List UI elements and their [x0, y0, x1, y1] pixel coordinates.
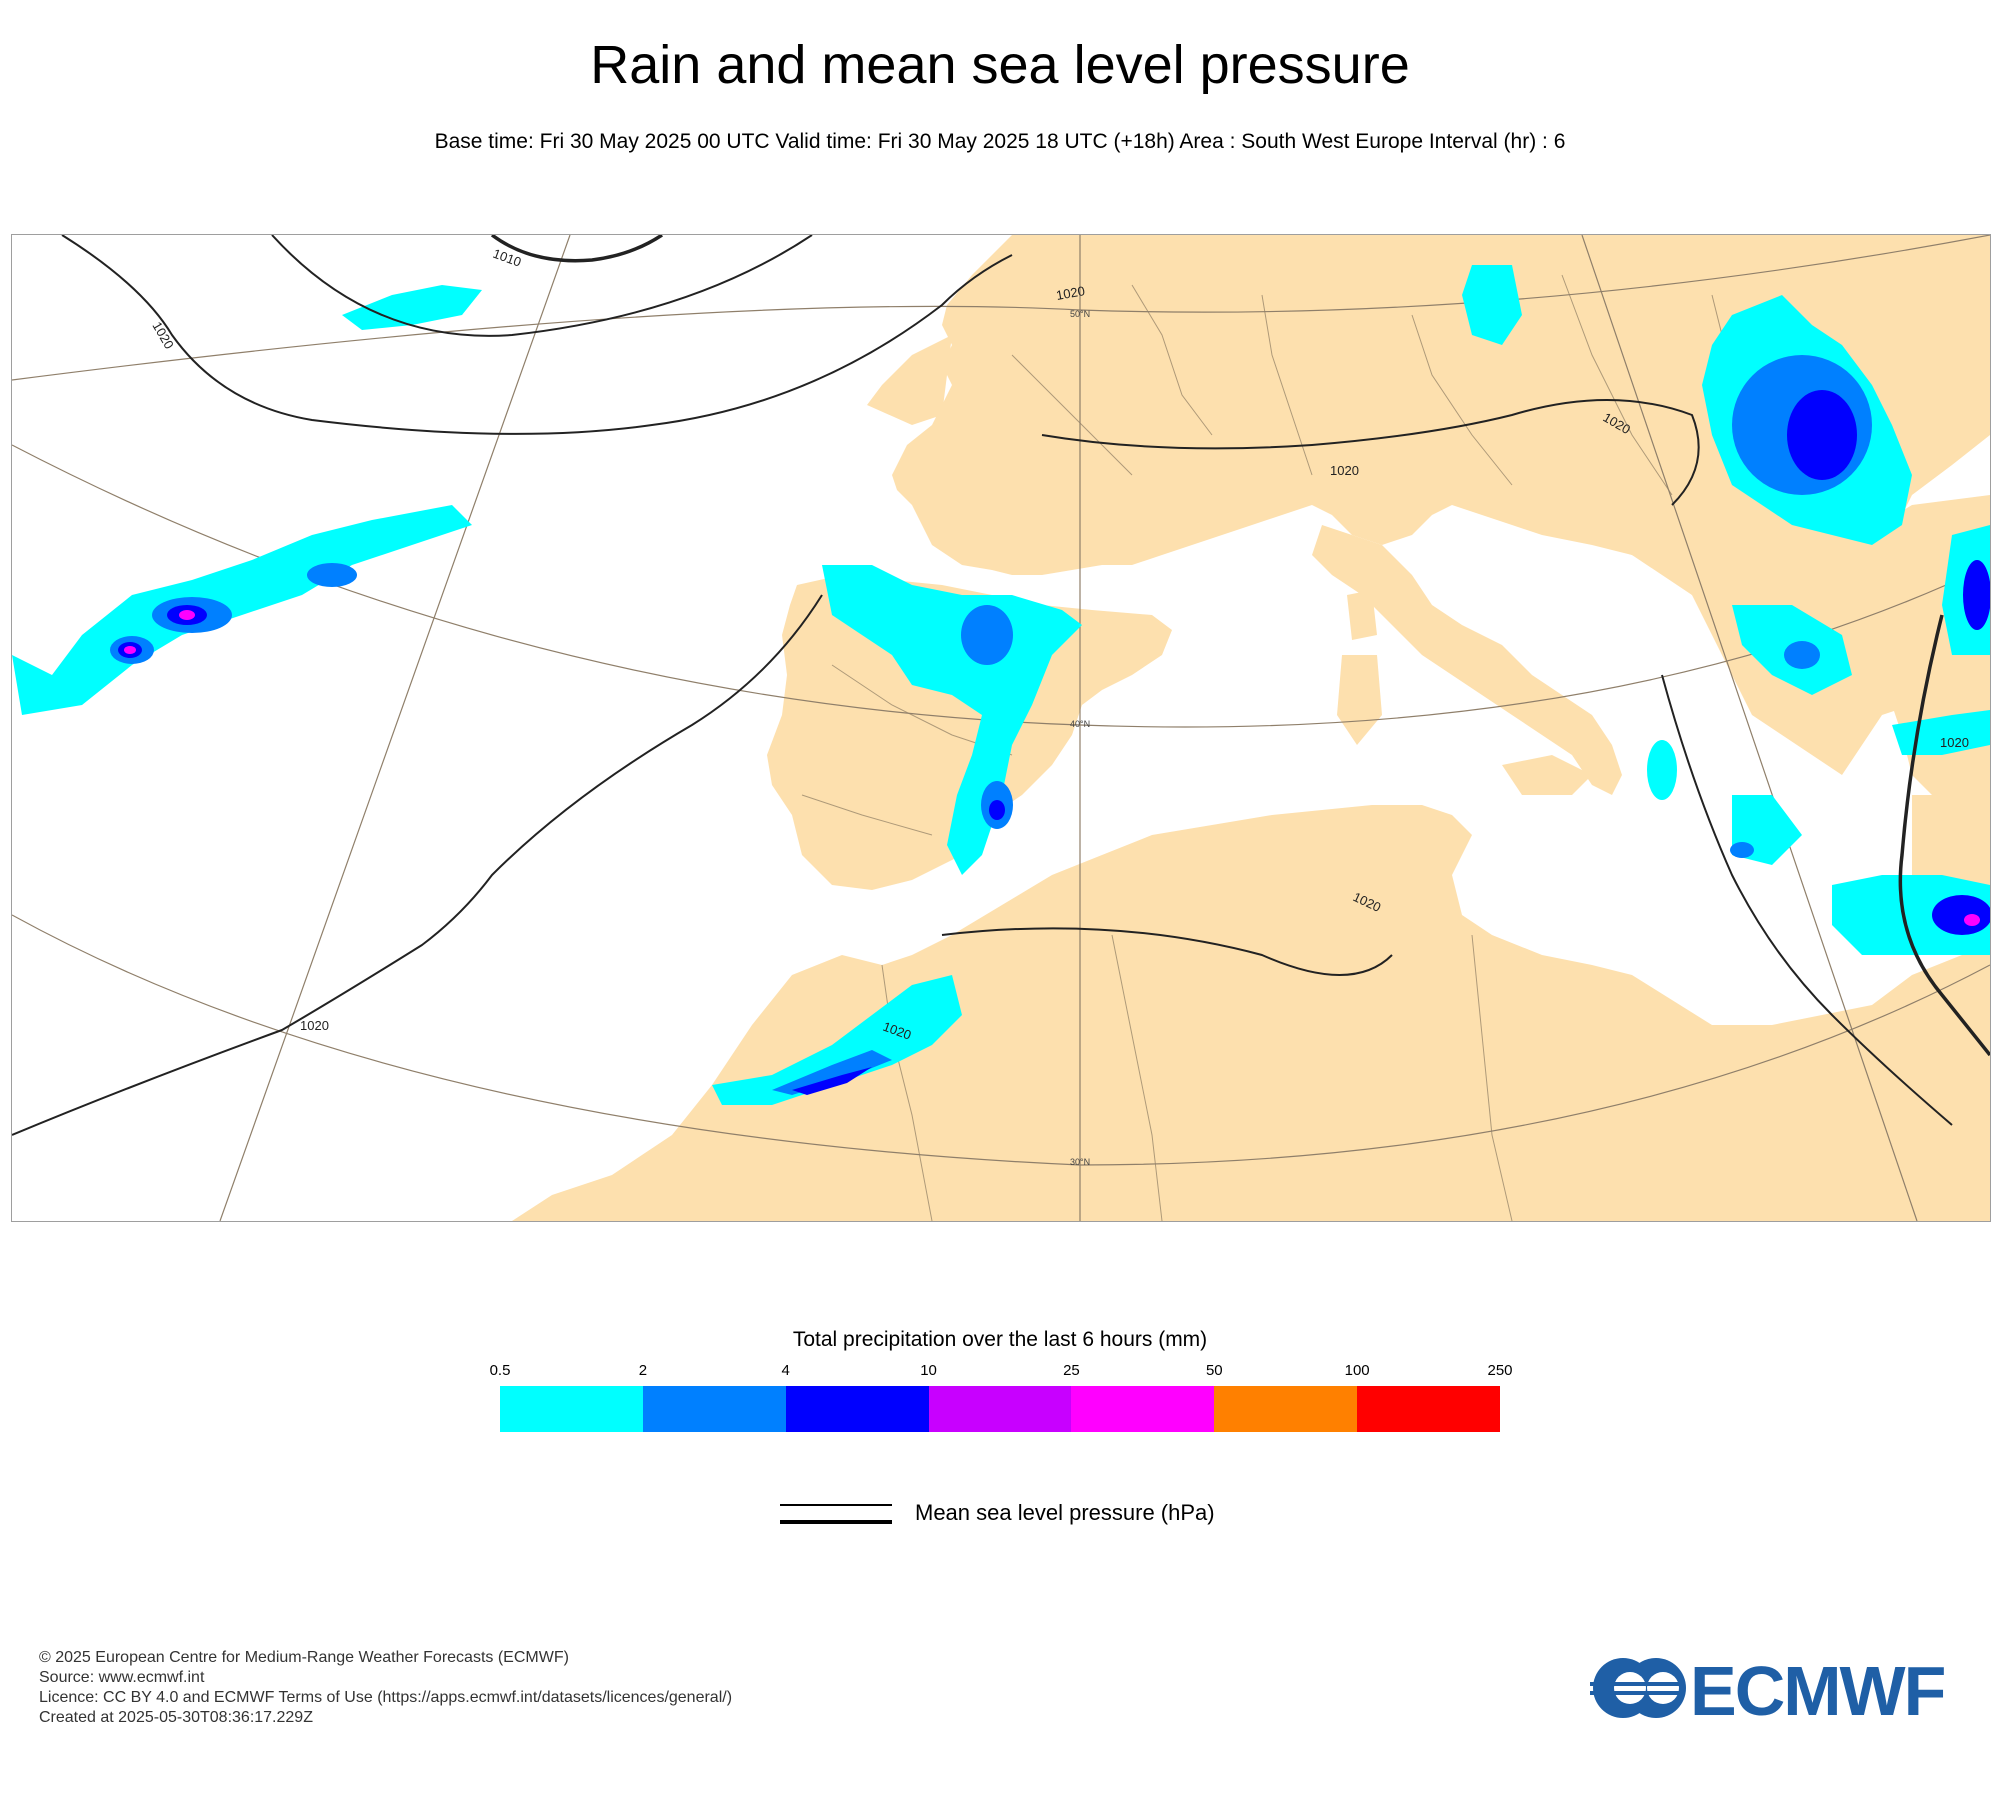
precip-italy-small: [1647, 740, 1677, 800]
land-iberia: [767, 575, 1172, 890]
land-north-africa: [512, 805, 1990, 1221]
chart-subtitle: Base time: Fri 30 May 2025 00 UTC Valid …: [434, 130, 1566, 153]
msl-line-thick: [780, 1520, 892, 1524]
colorbar-segment: [642, 1386, 786, 1432]
ecmwf-logo-text: ECMWF: [1690, 1652, 1946, 1730]
precip-eastmed-blue: [1730, 842, 1754, 858]
isobar-label-9: 1020: [1940, 735, 1969, 750]
land-sicily: [1502, 755, 1592, 795]
isobar-label-1: 1020: [149, 319, 176, 352]
precip-levant-dark: [1932, 895, 1990, 935]
tick-label: 100: [1344, 1362, 1370, 1379]
tick-label: 10: [920, 1362, 937, 1379]
colorbar-segment: [1357, 1386, 1501, 1432]
ecmwf-logo: ECMWF: [1590, 1652, 1970, 1730]
isobar-label-7: 1020: [300, 1018, 329, 1033]
precip-levant-mag: [1964, 914, 1980, 926]
isobar-label-3: 1020: [1055, 283, 1086, 303]
isobars: [12, 235, 1990, 1136]
tick-label: 50: [1205, 1362, 1223, 1379]
colorbar-ticks: 0.5 2 4 10 25 50 100 250: [490, 1362, 1513, 1382]
footer-licence: Licence: CC BY 4.0 and ECMWF Terms of Us…: [39, 1689, 733, 1706]
precip-greece-blue: [1784, 641, 1820, 669]
isobar-1020-sw: [12, 594, 823, 1136]
precip-balkans-dark: [1787, 390, 1857, 480]
precip-iberia: [822, 565, 1082, 875]
lat-label-50: 50°N: [1070, 309, 1090, 319]
isobar-1020-nw: [61, 235, 1013, 435]
isobar-east-thick: [1898, 614, 1990, 1057]
isobar-1020-africa: [941, 927, 1393, 976]
chart-title: Rain and mean sea level pressure: [590, 35, 1410, 95]
precip-levant: [1832, 875, 1990, 955]
precip-morocco-dark: [792, 1067, 872, 1095]
land-sardinia: [1337, 655, 1382, 745]
precip-atlantic-mag: [179, 610, 195, 620]
msl-line-thin: [780, 1504, 892, 1506]
tick-label: 4: [781, 1362, 790, 1379]
precip-colorbar: [500, 1386, 1501, 1432]
isobar-1020-east: [1661, 674, 1953, 1126]
colorbar-segment: [785, 1386, 929, 1432]
colorbar-segment: [928, 1386, 1072, 1432]
land-corsica: [1347, 590, 1377, 640]
isobar-1020-europe: [1041, 399, 1700, 506]
precip-iberia-dark: [989, 800, 1005, 820]
land-france: [867, 335, 952, 425]
precip-atlantic-mag2: [124, 646, 136, 654]
isobar-1010-thick: [490, 235, 663, 263]
precip-nw: [342, 285, 482, 330]
colorbar-segment: [1071, 1386, 1215, 1432]
lat-label-40: 40°N: [1070, 719, 1090, 729]
precip-aegean-dark: [1963, 560, 1990, 630]
lat-label-30: 30°N: [1070, 1157, 1090, 1167]
tick-label: 0.5: [489, 1362, 511, 1379]
footer-created: Created at 2025-05-30T08:36:17.229Z: [39, 1709, 313, 1726]
footer-copyright: © 2025 European Centre for Medium-Range …: [39, 1649, 569, 1666]
colorbar-segment: [500, 1386, 643, 1432]
map-svg: 1020 1010 1020 1020 1020 1020 1020 1020 …: [12, 235, 1990, 1221]
land-italy: [1312, 525, 1622, 795]
precip-morocco-blue: [772, 1050, 892, 1095]
tick-label: 2: [638, 1362, 648, 1379]
precip-iberia-blue: [961, 605, 1013, 665]
msl-legend-label: Mean sea level pressure (hPa): [915, 1500, 1215, 1525]
precip-morocco: [712, 975, 962, 1105]
footer-source: Source: www.ecmwf.int: [39, 1669, 205, 1686]
tick-label: 25: [1063, 1362, 1080, 1379]
graticule-labels: 50°N 40°N 30°N: [1070, 309, 1090, 1167]
colorbar-segment: [1214, 1386, 1358, 1432]
precipitation: [12, 265, 1990, 1105]
isobar-label-5: 1020: [1330, 463, 1359, 478]
graticule: [12, 235, 1990, 1221]
isobar-1010: [271, 235, 813, 337]
ecmwf-logo-icon: [1590, 1658, 1686, 1718]
precip-atlantic: [12, 505, 472, 715]
precip-central: [1462, 265, 1522, 345]
parallel-50n: [12, 235, 1990, 381]
meridian-1: [219, 235, 571, 1221]
map-panel[interactable]: 1020 1010 1020 1020 1020 1020 1020 1020 …: [11, 234, 1991, 1222]
msl-legend: Mean sea level pressure (hPa): [780, 1500, 1240, 1540]
parallel-30n: [12, 914, 1990, 1166]
precip-legend-title: Total precipitation over the last 6 hour…: [792, 1328, 1208, 1351]
meridian-3: [1581, 235, 1918, 1221]
footer: © 2025 European Centre for Medium-Range …: [39, 1648, 732, 1728]
precip-atlantic-mid: [307, 563, 357, 587]
tick-label: 250: [1487, 1362, 1513, 1379]
